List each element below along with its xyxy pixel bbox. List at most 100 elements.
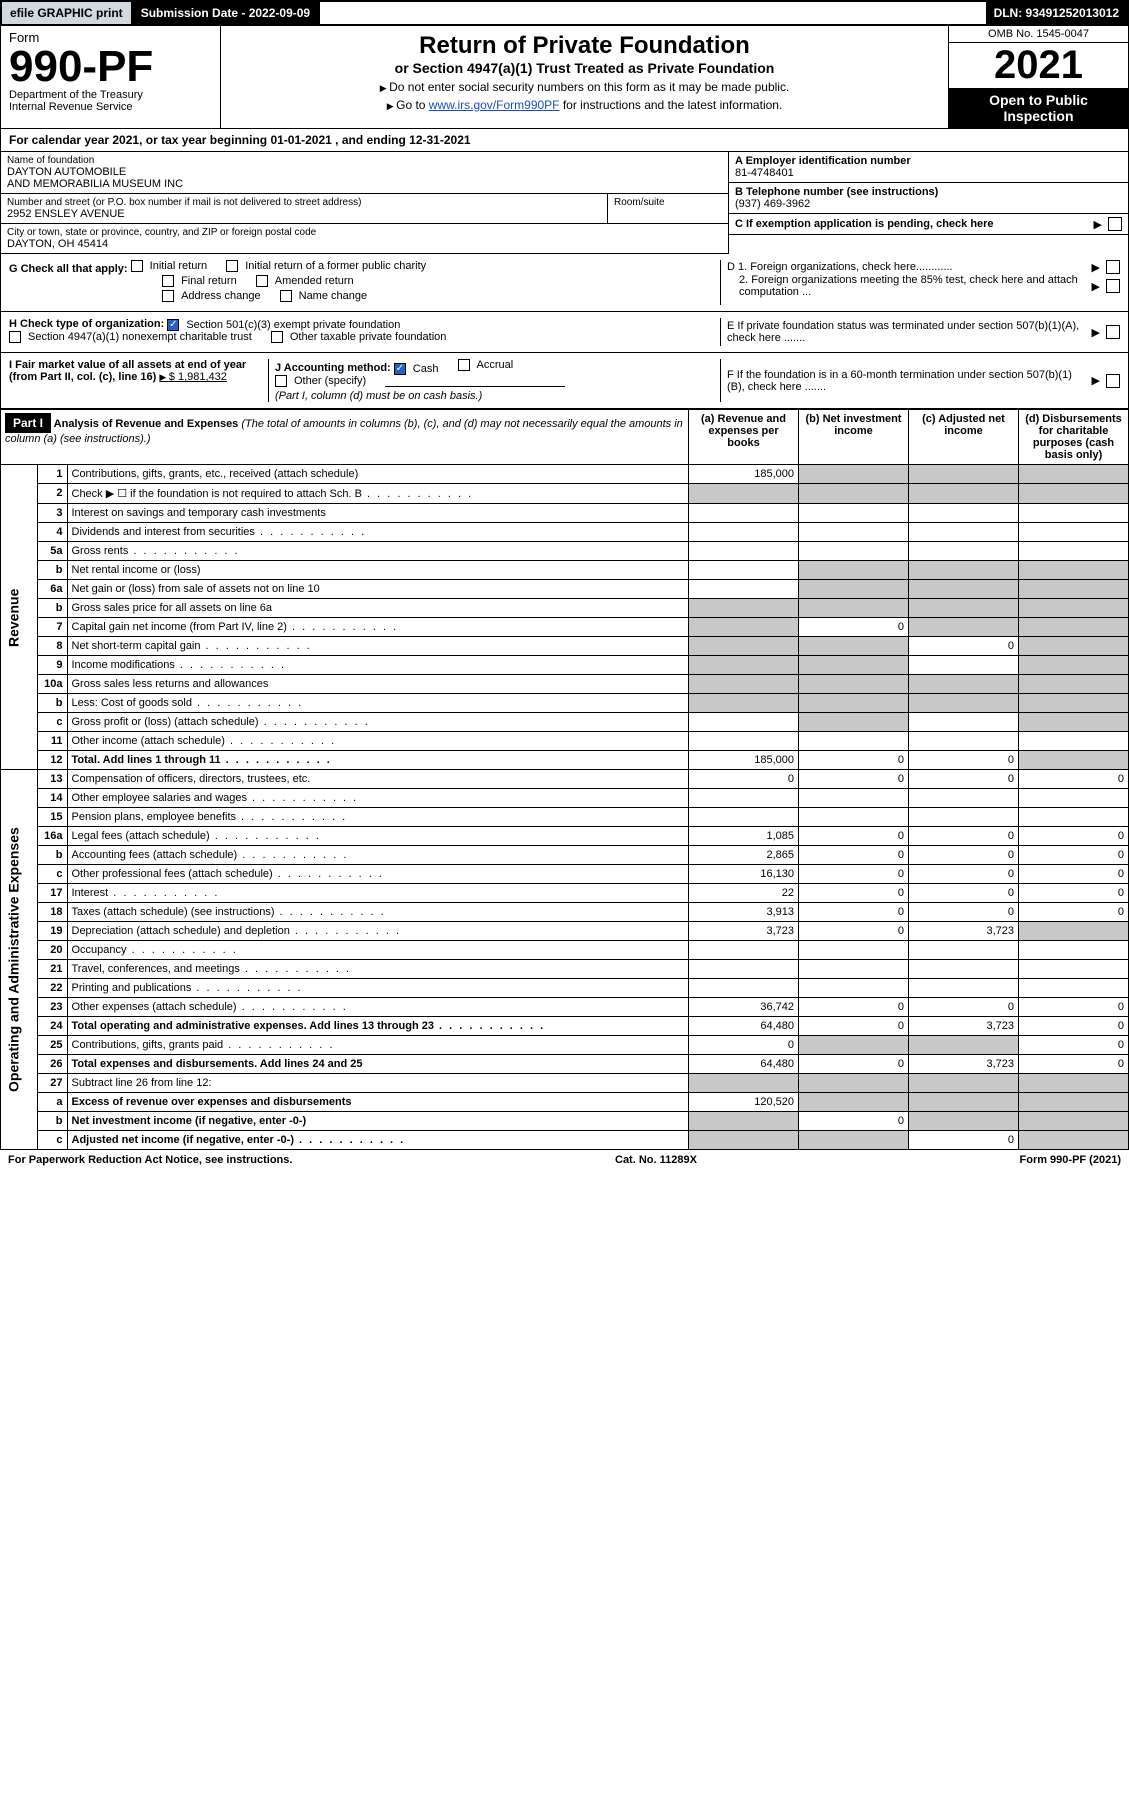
amount-cell bbox=[799, 675, 909, 694]
box-d2-check[interactable] bbox=[1106, 279, 1120, 293]
table-row: 26Total expenses and disbursements. Add … bbox=[1, 1055, 1129, 1074]
j-accrual-check[interactable] bbox=[458, 359, 470, 371]
revenue-side-label: Revenue bbox=[1, 465, 38, 770]
amount-cell: 0 bbox=[1019, 865, 1129, 884]
amount-cell bbox=[799, 979, 909, 998]
foundation-name-1: DAYTON AUTOMOBILE bbox=[7, 166, 722, 178]
amount-cell bbox=[689, 580, 799, 599]
amount-cell bbox=[909, 1112, 1019, 1131]
amount-cell: 16,130 bbox=[689, 865, 799, 884]
amount-cell bbox=[799, 694, 909, 713]
j-note: (Part I, column (d) must be on cash basi… bbox=[275, 390, 482, 402]
box-d1-check[interactable] bbox=[1106, 260, 1120, 274]
amount-cell: 1,085 bbox=[689, 827, 799, 846]
h-4947-check[interactable] bbox=[9, 331, 21, 343]
amount-cell bbox=[1019, 580, 1129, 599]
ein-label: A Employer identification number bbox=[735, 155, 1122, 167]
amount-cell: 0 bbox=[799, 865, 909, 884]
amount-cell bbox=[689, 979, 799, 998]
line-number: 9 bbox=[37, 656, 67, 675]
col-c-hdr: (c) Adjusted net income bbox=[909, 410, 1019, 465]
amount-cell: 3,723 bbox=[909, 922, 1019, 941]
ein-value: 81-4748401 bbox=[735, 167, 1122, 179]
amount-cell: 0 bbox=[799, 827, 909, 846]
part1-table: Part I Analysis of Revenue and Expenses … bbox=[0, 409, 1129, 1150]
line-number: 16a bbox=[37, 827, 67, 846]
line-number: 17 bbox=[37, 884, 67, 903]
amount-cell bbox=[1019, 484, 1129, 504]
g-name-change-check[interactable] bbox=[280, 290, 292, 302]
table-row: 2Check ▶ ☐ if the foundation is not requ… bbox=[1, 484, 1129, 504]
line-description: Depreciation (attach schedule) and deple… bbox=[67, 922, 689, 941]
table-row: 20Occupancy bbox=[1, 941, 1129, 960]
amount-cell: 0 bbox=[1019, 903, 1129, 922]
amount-cell bbox=[689, 484, 799, 504]
line-number: 25 bbox=[37, 1036, 67, 1055]
page-footer: For Paperwork Reduction Act Notice, see … bbox=[0, 1150, 1129, 1170]
amount-cell bbox=[1019, 1112, 1129, 1131]
g-final-return-check[interactable] bbox=[162, 275, 174, 287]
amount-cell bbox=[1019, 1093, 1129, 1112]
table-row: 23Other expenses (attach schedule)36,742… bbox=[1, 998, 1129, 1017]
form-number: 990-PF bbox=[9, 45, 212, 89]
line-number: b bbox=[37, 561, 67, 580]
amount-cell: 0 bbox=[1019, 884, 1129, 903]
amount-cell bbox=[689, 1112, 799, 1131]
form-subtitle: or Section 4947(a)(1) Trust Treated as P… bbox=[227, 60, 942, 76]
box-f-check[interactable] bbox=[1106, 374, 1120, 388]
table-row: cAdjusted net income (if negative, enter… bbox=[1, 1131, 1129, 1150]
line-description: Accounting fees (attach schedule) bbox=[67, 846, 689, 865]
line-description: Gross sales price for all assets on line… bbox=[67, 599, 689, 618]
box-c-check[interactable] bbox=[1108, 217, 1122, 231]
amount-cell: 0 bbox=[909, 865, 1019, 884]
line-number: 4 bbox=[37, 523, 67, 542]
amount-cell bbox=[1019, 922, 1129, 941]
j-cash-check[interactable] bbox=[394, 363, 406, 375]
irs-link[interactable]: www.irs.gov/Form990PF bbox=[429, 98, 560, 112]
g-initial-former-check[interactable] bbox=[226, 260, 238, 272]
city-value: DAYTON, OH 45414 bbox=[7, 238, 722, 250]
col-d-hdr: (d) Disbursements for charitable purpose… bbox=[1019, 410, 1129, 465]
g-initial-return-check[interactable] bbox=[131, 260, 143, 272]
city-label: City or town, state or province, country… bbox=[7, 227, 722, 238]
amount-cell bbox=[1019, 732, 1129, 751]
line-number: 23 bbox=[37, 998, 67, 1017]
line-description: Total. Add lines 1 through 11 bbox=[67, 751, 689, 770]
h-501c3-check[interactable] bbox=[167, 319, 179, 331]
box-e-check[interactable] bbox=[1106, 325, 1120, 339]
amount-cell bbox=[689, 675, 799, 694]
amount-cell: 0 bbox=[799, 1017, 909, 1036]
j-other-check[interactable] bbox=[275, 375, 287, 387]
amount-cell bbox=[1019, 789, 1129, 808]
amount-cell bbox=[909, 808, 1019, 827]
i-value: $ 1,981,432 bbox=[159, 371, 227, 383]
amount-cell: 0 bbox=[799, 1112, 909, 1131]
g-amended-return-check[interactable] bbox=[256, 275, 268, 287]
line-number: b bbox=[37, 846, 67, 865]
line-number: 2 bbox=[37, 484, 67, 504]
amount-cell bbox=[799, 713, 909, 732]
dln: DLN: 93491252013012 bbox=[986, 2, 1127, 24]
line-description: Total expenses and disbursements. Add li… bbox=[67, 1055, 689, 1074]
amount-cell bbox=[1019, 808, 1129, 827]
foundation-name-2: AND MEMORABILIA MUSEUM INC bbox=[7, 178, 722, 190]
amount-cell bbox=[799, 1036, 909, 1055]
amount-cell bbox=[1019, 561, 1129, 580]
table-row: 8Net short-term capital gain0 bbox=[1, 637, 1129, 656]
efile-label[interactable]: efile GRAPHIC print bbox=[2, 2, 133, 24]
amount-cell: 64,480 bbox=[689, 1017, 799, 1036]
amount-cell bbox=[799, 542, 909, 561]
amount-cell: 0 bbox=[909, 846, 1019, 865]
amount-cell bbox=[1019, 504, 1129, 523]
amount-cell bbox=[799, 1131, 909, 1150]
amount-cell bbox=[689, 637, 799, 656]
table-row: bGross sales price for all assets on lin… bbox=[1, 599, 1129, 618]
h-other-taxable-check[interactable] bbox=[271, 331, 283, 343]
amount-cell bbox=[799, 580, 909, 599]
dept-line-2: Internal Revenue Service bbox=[9, 101, 212, 113]
amount-cell bbox=[1019, 542, 1129, 561]
line-number: 19 bbox=[37, 922, 67, 941]
amount-cell bbox=[909, 599, 1019, 618]
g-address-change-check[interactable] bbox=[162, 290, 174, 302]
amount-cell bbox=[909, 465, 1019, 484]
